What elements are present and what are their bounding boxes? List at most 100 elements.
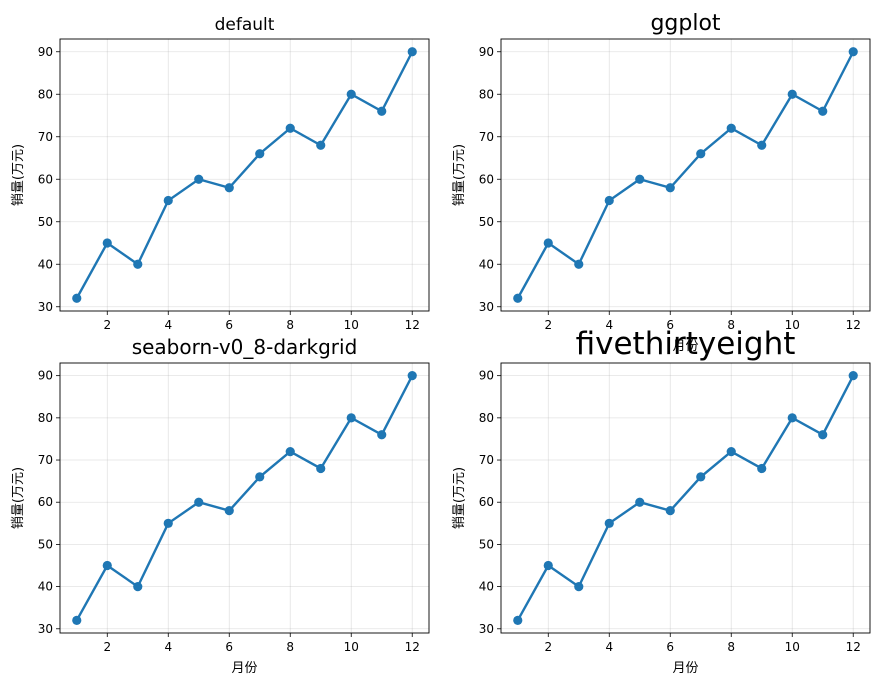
y-tick-label: 40 [479,257,494,271]
y-tick-label: 60 [38,172,53,186]
data-point [255,472,265,482]
data-point [72,615,82,625]
y-tick-label: 80 [38,87,53,101]
data-point [285,123,295,133]
data-point [726,123,736,133]
x-tick-label: 6 [225,318,233,332]
y-tick-label: 50 [38,537,53,551]
y-tick-label: 50 [38,215,53,229]
x-tick-label: 4 [605,318,613,332]
data-point [346,89,356,99]
subplot-2: 2 4 6 8 10 12 30 40 50 60 70 80 90 月份 销量(万元) [452,38,871,354]
y-tick-label: 70 [38,130,53,144]
data-point [285,446,295,457]
y-tick-label: 30 [479,300,494,314]
subplot-3: 2 4 6 8 10 12 30 40 50 60 70 80 90 月份 销量(万元) [11,362,430,676]
x-tick-label: 8 [727,640,735,654]
data-point [848,371,858,381]
x-axis-label: 月份 [672,339,698,354]
data-point [133,581,143,592]
y-tick-label: 60 [38,495,53,509]
data-point [574,259,584,269]
data-point [818,430,828,440]
y-axis-label: 销量(万元) [452,144,467,206]
plot-background [501,39,870,311]
x-axis-label: 月份 [231,661,257,676]
data-point [635,497,645,507]
data-point [757,140,767,150]
x-tick-label: 12 [405,318,420,332]
subplot-4: 2 4 6 8 10 12 30 40 50 60 70 80 90 月份 销量(万元) [452,362,871,676]
x-tick-label: 4 [605,640,613,654]
y-tick-label: 70 [38,453,53,467]
y-tick-label: 50 [479,537,494,551]
x-tick-label: 10 [344,318,359,332]
y-tick-label: 40 [479,580,494,594]
y-tick-label: 80 [38,411,53,425]
y-axis-label: 销量(万元) [452,467,467,529]
data-point [163,518,173,528]
data-point [224,506,234,516]
y-tick-label: 90 [38,369,53,383]
data-point [757,463,767,474]
y-tick-label: 40 [38,580,53,594]
data-point [665,506,675,516]
data-point [346,413,356,423]
data-point [513,293,523,303]
data-point [818,106,828,116]
data-point [604,518,614,528]
y-tick-label: 90 [479,45,494,59]
y-tick-label: 40 [38,257,53,271]
x-tick-label: 12 [405,640,420,654]
y-tick-label: 30 [38,622,53,636]
x-tick-label: 2 [544,318,552,332]
y-tick-label: 50 [479,215,494,229]
data-point [635,174,645,184]
y-tick-label: 80 [479,411,494,425]
data-point [787,413,797,423]
data-point [665,183,675,193]
y-tick-label: 80 [479,87,494,101]
x-tick-label: 6 [225,640,233,654]
subplot-title: fivethirtyeight [576,326,796,362]
subplot-1: 2 4 6 8 10 12 30 40 50 60 70 80 90 销量(万元) [11,38,430,332]
data-point [72,293,82,303]
x-tick-label: 4 [164,318,172,332]
data-point [255,149,265,159]
data-point [102,238,112,248]
data-point [787,89,797,99]
data-point [163,195,173,206]
x-tick-label: 10 [785,640,800,654]
x-tick-label: 2 [103,640,111,654]
y-tick-label: 60 [479,172,494,186]
x-tick-label: 8 [727,318,735,332]
data-point [696,472,706,482]
data-point [543,238,553,248]
y-axis-label: 销量(万元) [11,467,26,529]
plot-background [60,363,429,633]
series-line [516,51,855,299]
series-line [516,375,855,621]
data-point [194,174,204,184]
y-tick-label: 30 [479,622,494,636]
plot-frame [500,362,871,634]
plot-frame [500,38,871,312]
data-point [574,581,584,592]
x-tick-label: 8 [286,640,294,654]
x-tick-label: 2 [544,640,552,654]
y-tick-label: 30 [38,300,53,314]
series-line [75,51,414,299]
y-tick-label: 60 [479,495,494,509]
x-tick-label: 8 [286,318,294,332]
x-tick-label: 12 [846,318,861,332]
data-point [696,149,706,159]
subplot-title: ggplot [650,11,720,36]
data-point [604,195,614,206]
data-point [133,259,143,269]
data-point [513,615,523,625]
plot-background [60,39,429,311]
subplot-title: default [215,15,275,35]
x-axis-label: 月份 [672,661,698,676]
x-tick-label: 2 [103,318,111,332]
